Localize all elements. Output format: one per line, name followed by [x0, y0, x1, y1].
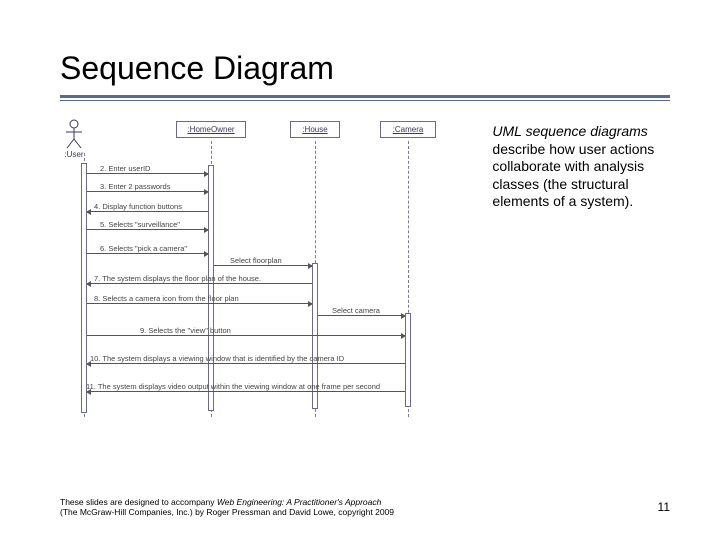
page-number: 11: [658, 500, 670, 514]
message-arrow-5: [214, 265, 312, 266]
message-label-3: 5. Selects "surveillance": [100, 220, 180, 229]
message-label-8: Select camera: [332, 306, 380, 315]
message-arrow-4: [87, 253, 208, 254]
message-arrow-0: [87, 173, 208, 174]
title-rule: [60, 95, 670, 101]
message-label-0: 2. Enter userID: [100, 164, 150, 173]
activation-1: [208, 165, 214, 411]
message-arrow-3: [87, 229, 208, 230]
message-label-10: 10. The system displays a viewing window…: [90, 354, 344, 363]
object-house: :House: [290, 121, 340, 138]
activation-0: [81, 163, 87, 413]
message-arrow-10: [87, 363, 405, 364]
actor-user: :User: [64, 119, 84, 159]
message-arrow-8: [318, 315, 405, 316]
description-text: UML sequence diagrams describe how user …: [492, 113, 670, 211]
message-label-2: 4. Display function buttons: [94, 202, 182, 211]
message-label-9: 9. Selects the "view" button: [140, 326, 231, 335]
description-rest: describe how user actions collaborate wi…: [492, 141, 654, 210]
message-label-11: 11. The system displays video output wit…: [86, 382, 380, 391]
footer-book-title: Web Engineering: A Practitioner's Approa…: [217, 497, 381, 507]
message-label-6: 7. The system displays the floor plan of…: [94, 274, 261, 283]
object-camera: :Camera: [380, 121, 436, 138]
description-lead: UML sequence diagrams: [492, 123, 647, 139]
object-homeowner: :HomeOwner: [176, 121, 246, 138]
message-arrow-6: [87, 283, 312, 284]
message-label-7: 8. Selects a camera icon from the floor …: [94, 294, 239, 303]
message-label-4: 6. Selects "pick a camera": [100, 244, 187, 253]
page-title: Sequence Diagram: [60, 50, 670, 87]
message-arrow-7: [87, 303, 312, 304]
footer-attribution: These slides are designed to accompany W…: [60, 497, 580, 518]
message-arrow-9: [87, 335, 405, 336]
message-label-1: 3. Enter 2 passwords: [100, 182, 170, 191]
footer-prefix: These slides are designed to accompany: [60, 497, 217, 507]
actor-label: :User: [64, 150, 84, 159]
message-arrow-11: [87, 391, 405, 392]
message-arrow-1: [87, 191, 208, 192]
activation-3: [405, 313, 411, 407]
message-arrow-2: [87, 211, 208, 212]
message-label-5: Select floorplan: [230, 256, 282, 265]
sequence-diagram: :User :HomeOwner :House :Camera 2. Enter use…: [60, 113, 474, 423]
footer-copyright: (The McGraw-Hill Companies, Inc.) by Rog…: [60, 507, 394, 517]
